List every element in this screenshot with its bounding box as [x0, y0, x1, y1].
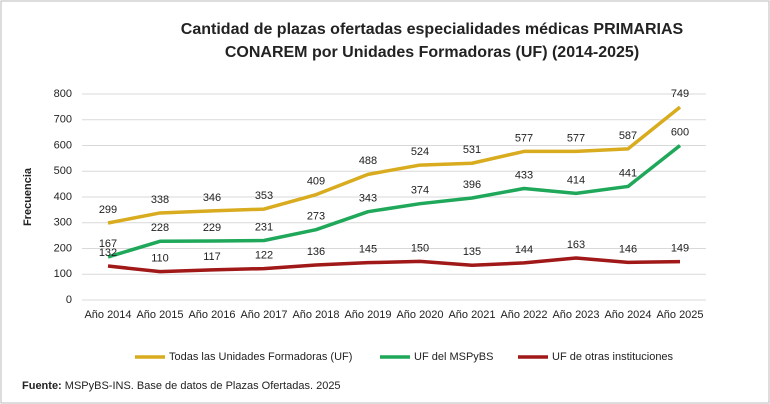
x-tick-label: Año 2019 — [344, 309, 391, 321]
y-tick-label: 600 — [54, 139, 72, 151]
data-label: 587 — [619, 130, 637, 142]
x-tick-label: Año 2017 — [240, 309, 287, 321]
data-label: 231 — [255, 221, 273, 233]
data-label: 145 — [359, 244, 377, 256]
x-tick-label: Año 2025 — [656, 309, 703, 321]
data-label: 163 — [567, 239, 585, 251]
source-text: MSPyBS-INS. Base de datos de Plazas Ofer… — [65, 380, 341, 392]
y-tick-label: 200 — [54, 242, 72, 254]
x-tick-label: Año 2014 — [84, 309, 131, 321]
data-label: 396 — [463, 179, 481, 191]
data-label: 146 — [619, 243, 637, 255]
x-tick-label: Año 2024 — [604, 309, 651, 321]
x-tick-label: Año 2018 — [292, 309, 339, 321]
data-label: 531 — [463, 144, 481, 156]
y-tick-label: 500 — [54, 165, 72, 177]
data-label: 273 — [307, 211, 325, 223]
data-label: 441 — [619, 167, 637, 179]
data-label: 135 — [463, 246, 481, 258]
chart-title: Cantidad de plazas ofertadas especialida… — [181, 21, 684, 38]
data-label: 338 — [151, 194, 169, 206]
data-label: 524 — [411, 146, 429, 158]
legend-label: Todas las Unidades Formadoras (UF) — [169, 351, 352, 363]
data-label: 577 — [515, 132, 533, 144]
data-label: 409 — [307, 176, 325, 188]
source: Fuente: MSPyBS-INS. Base de datos de Pla… — [22, 380, 341, 392]
data-label: 343 — [359, 193, 377, 205]
x-tick-label: Año 2023 — [552, 309, 599, 321]
y-tick-label: 300 — [54, 217, 72, 229]
data-label: 149 — [671, 243, 689, 255]
data-label: 488 — [359, 155, 377, 167]
data-label: 433 — [515, 169, 533, 181]
chart-title: CONAREM por Unidades Formadoras (UF) (20… — [225, 44, 639, 61]
legend-label: UF de otras instituciones — [552, 351, 674, 363]
y-tick-label: 0 — [66, 294, 72, 306]
data-label: 353 — [255, 190, 273, 202]
x-tick-label: Año 2015 — [136, 309, 183, 321]
data-label: 150 — [411, 242, 429, 254]
data-label: 299 — [99, 204, 117, 216]
data-label: 117 — [203, 251, 221, 263]
data-label: 374 — [411, 185, 429, 197]
data-label: 749 — [671, 88, 689, 100]
y-tick-label: 400 — [54, 191, 72, 203]
source-label: Fuente: — [22, 380, 62, 392]
data-label: 414 — [567, 174, 585, 186]
data-label: 577 — [567, 132, 585, 144]
x-tick-label: Año 2022 — [500, 309, 547, 321]
data-label: 167 — [99, 238, 117, 250]
series-line — [107, 256, 681, 274]
data-label: 110 — [151, 253, 169, 265]
legend-label: UF del MSPyBS — [414, 351, 493, 363]
data-label: 228 — [151, 222, 169, 234]
y-axis-label: Frecuencia — [22, 167, 34, 226]
y-tick-label: 700 — [54, 114, 72, 126]
data-label: 229 — [203, 222, 221, 234]
data-label: 136 — [307, 246, 325, 258]
data-label: 346 — [203, 192, 221, 204]
x-tick-label: Año 2016 — [188, 309, 235, 321]
y-tick-label: 100 — [54, 268, 72, 280]
data-label: 600 — [671, 126, 689, 138]
y-tick-label: 800 — [54, 88, 72, 100]
x-tick-label: Año 2021 — [448, 309, 495, 321]
data-label: 132 — [99, 247, 117, 259]
data-label: 122 — [255, 249, 273, 261]
data-label: 144 — [515, 244, 533, 256]
series-line — [107, 144, 682, 259]
x-tick-label: Año 2020 — [396, 309, 443, 321]
series-line — [107, 105, 682, 225]
